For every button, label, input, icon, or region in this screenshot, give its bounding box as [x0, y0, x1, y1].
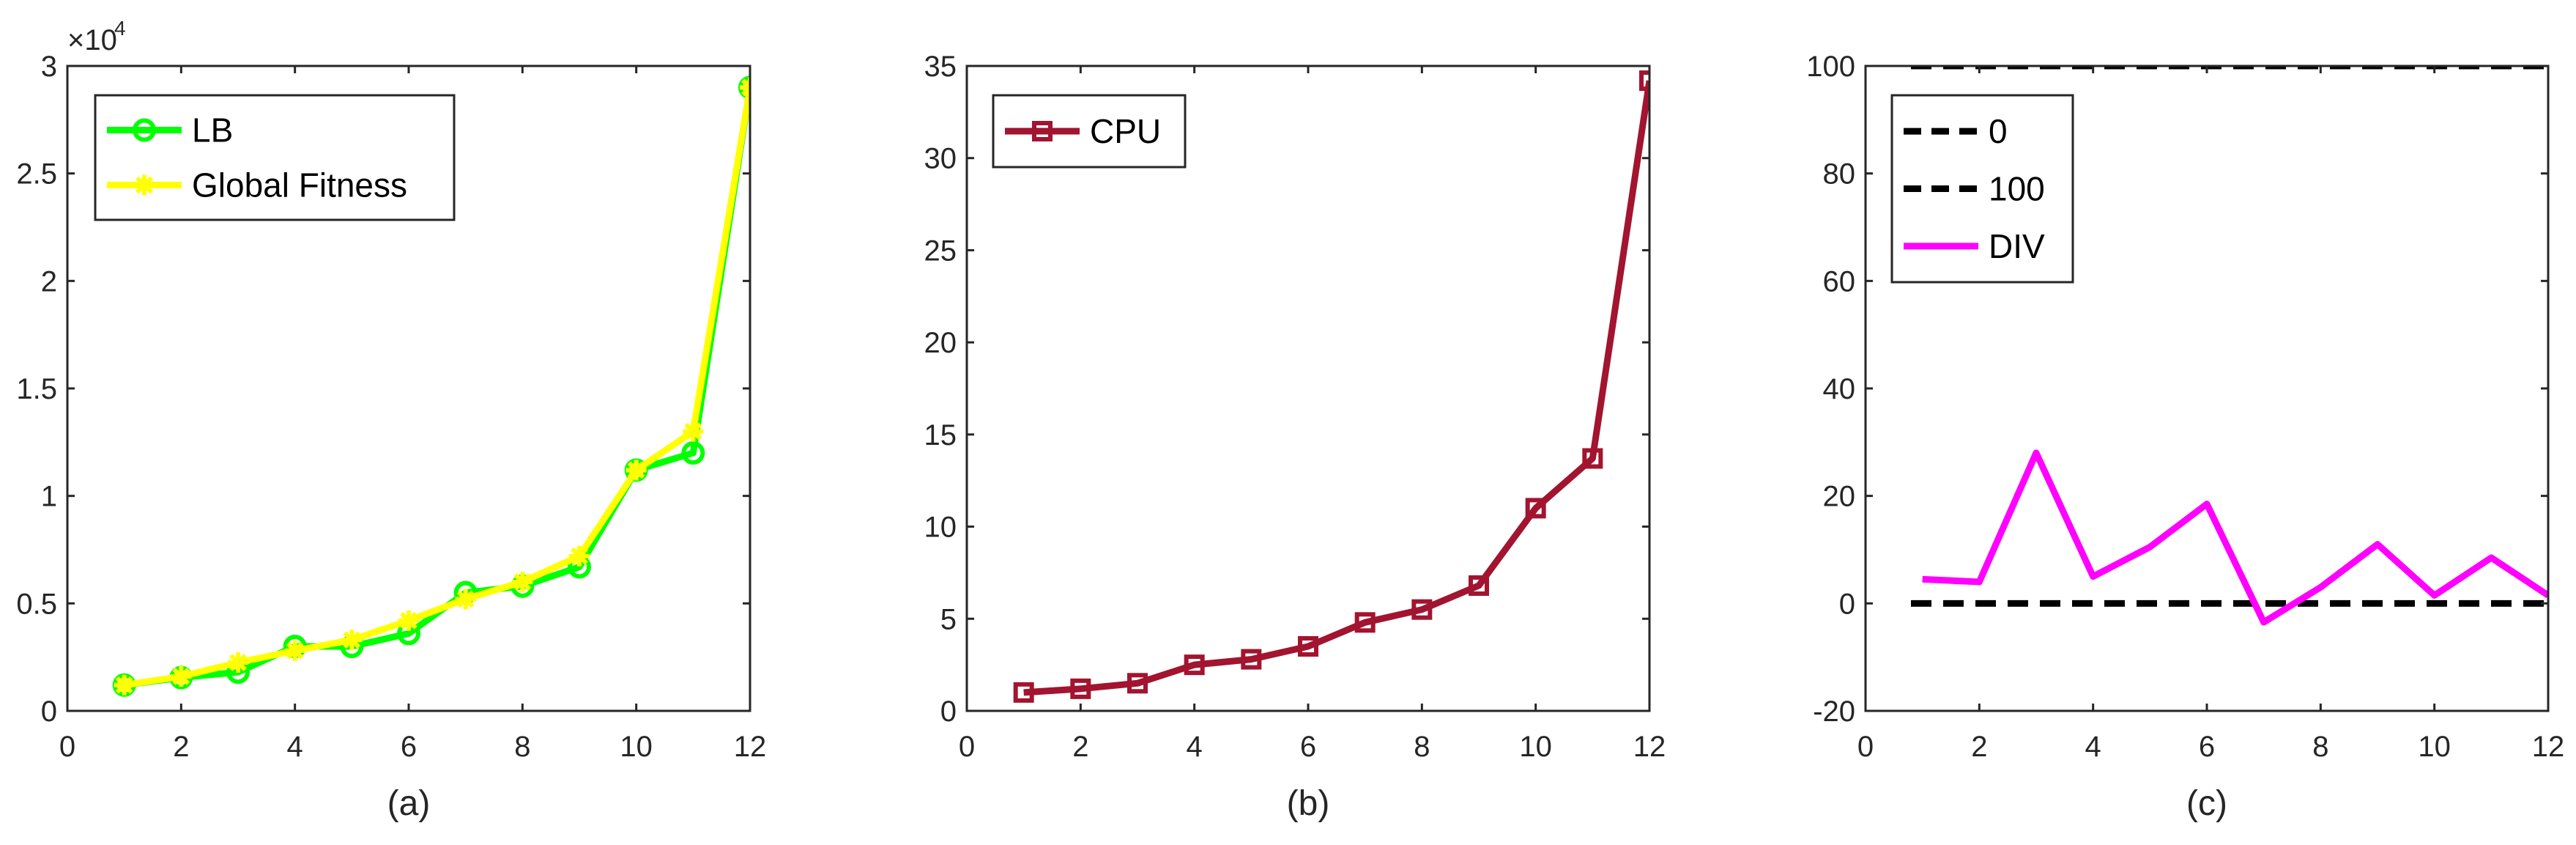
data-point-1-8 — [569, 545, 590, 567]
data-point-1-6 — [455, 588, 476, 610]
y-tick-label-1: 0 — [1839, 588, 1855, 620]
x-tick-label-6: 12 — [2532, 731, 2565, 763]
data-point-0-3 — [1184, 654, 1205, 676]
x-tick-label-5: 10 — [1519, 731, 1552, 763]
x-tick-label-3: 6 — [2199, 731, 2215, 763]
data-point-0-11 — [1639, 70, 1649, 92]
data-point-0-7 — [1411, 599, 1433, 620]
x-tick-label-5: 10 — [620, 731, 653, 763]
data-point-1-10 — [683, 421, 704, 442]
x-tick-label-1: 2 — [173, 731, 189, 763]
caption-0: (a) — [387, 784, 431, 823]
y-tick-label-0: 0 — [41, 695, 57, 728]
caption-1: (b) — [1287, 784, 1330, 823]
x-tick-label-0: 0 — [59, 731, 75, 763]
y-tick-label-6: 3 — [41, 51, 57, 83]
series-line-global-fitness — [123, 86, 750, 689]
data-point-1-9 — [626, 460, 647, 481]
caption-2: (c) — [2186, 784, 2227, 823]
legend-box-0 — [94, 94, 456, 221]
legend-marker-0 — [1032, 121, 1053, 141]
x-tick-label-0: 0 — [959, 731, 975, 763]
data-point-0-4 — [1241, 649, 1262, 670]
series-group-0 — [112, 75, 750, 697]
legend-label-0: 0 — [1989, 112, 2008, 150]
data-point-1-1 — [171, 666, 192, 687]
x-tick-label-3: 6 — [401, 731, 417, 763]
y-tick-label-1: 0.5 — [16, 588, 57, 620]
data-point-1-2 — [228, 652, 248, 673]
y-tick-label-2: 10 — [924, 512, 957, 544]
data-point-0-8 — [1469, 575, 1489, 597]
legend-box-2 — [1890, 94, 2074, 284]
legend-label-0: CPU — [1090, 112, 1161, 150]
data-point-0-2 — [1127, 673, 1148, 694]
data-point-1-3 — [284, 640, 305, 661]
data-point-1-5 — [398, 610, 419, 631]
series-line-div — [1922, 449, 2548, 626]
data-point-0-6 — [1354, 612, 1376, 633]
data-point-1-4 — [341, 630, 363, 651]
x-tick-label-2: 4 — [2085, 731, 2101, 763]
legend-1: CPU — [992, 94, 1187, 169]
x-tick-label-2: 4 — [1187, 731, 1203, 763]
y-tick-label-3: 15 — [924, 419, 957, 451]
y-tick-label-0: -20 — [1813, 695, 1855, 728]
y-tick-label-4: 20 — [924, 327, 957, 359]
legend-label-1: 100 — [1989, 170, 2045, 208]
x-tick-label-6: 12 — [1633, 731, 1666, 763]
x-tick-label-4: 8 — [2312, 731, 2328, 763]
y-tick-label-3: 1.5 — [16, 373, 57, 405]
x-tick-label-2: 4 — [287, 731, 303, 763]
y-tick-label-1: 5 — [940, 603, 957, 635]
legend-label-2: DIV — [1989, 227, 2045, 265]
y-tick-label-4: 60 — [1823, 265, 1856, 298]
series-group-1 — [1013, 70, 1649, 703]
y-multiplier-exponent: 4 — [114, 17, 126, 40]
y-tick-label-2: 1 — [41, 481, 57, 513]
y-tick-label-6: 100 — [1806, 51, 1855, 83]
legend-label-0: LB — [192, 111, 233, 150]
x-tick-label-4: 8 — [1414, 731, 1430, 763]
y-tick-label-2: 20 — [1823, 481, 1856, 513]
x-tick-label-5: 10 — [2418, 731, 2451, 763]
data-point-0-10 — [1582, 448, 1603, 469]
data-point-0-1 — [1070, 678, 1091, 699]
series-group-2 — [1911, 66, 2548, 626]
y-tick-label-5: 25 — [924, 235, 957, 267]
data-point-1-0 — [114, 674, 135, 695]
data-point-0-10 — [681, 441, 705, 465]
y-tick-label-4: 2 — [41, 265, 57, 298]
x-tick-label-3: 6 — [1300, 731, 1316, 763]
x-tick-label-0: 0 — [1857, 731, 1874, 763]
y-tick-label-5: 80 — [1823, 158, 1856, 191]
data-point-0-5 — [1298, 636, 1318, 657]
x-tick-label-1: 2 — [1971, 731, 1987, 763]
y-tick-label-7: 35 — [924, 51, 957, 83]
y-tick-label-3: 40 — [1823, 373, 1856, 405]
x-tick-label-6: 12 — [734, 731, 767, 763]
x-tick-label-4: 8 — [514, 731, 530, 763]
x-tick-label-1: 2 — [1072, 731, 1088, 763]
legend-marker-1 — [134, 174, 155, 196]
y-tick-label-6: 30 — [924, 143, 957, 175]
data-point-0-9 — [1525, 498, 1546, 519]
chart-panel-1: 0 2 4 6 8 10 12 0 5 10 15 20 25 30 35 (b) CPU — [924, 51, 1666, 823]
data-point-1-7 — [512, 572, 533, 592]
legend-marker-0 — [133, 118, 156, 142]
data-point-0-0 — [1013, 682, 1034, 703]
legend-label-1: Global Fitness — [192, 166, 407, 204]
legend-0: LB Global Fitness — [94, 94, 456, 221]
y-tick-label-5: 2.5 — [16, 158, 57, 191]
y-tick-label-0: 0 — [940, 695, 957, 728]
legend-2: 0 100 DIV — [1890, 94, 2074, 284]
y-multiplier: ×10 — [67, 24, 117, 56]
